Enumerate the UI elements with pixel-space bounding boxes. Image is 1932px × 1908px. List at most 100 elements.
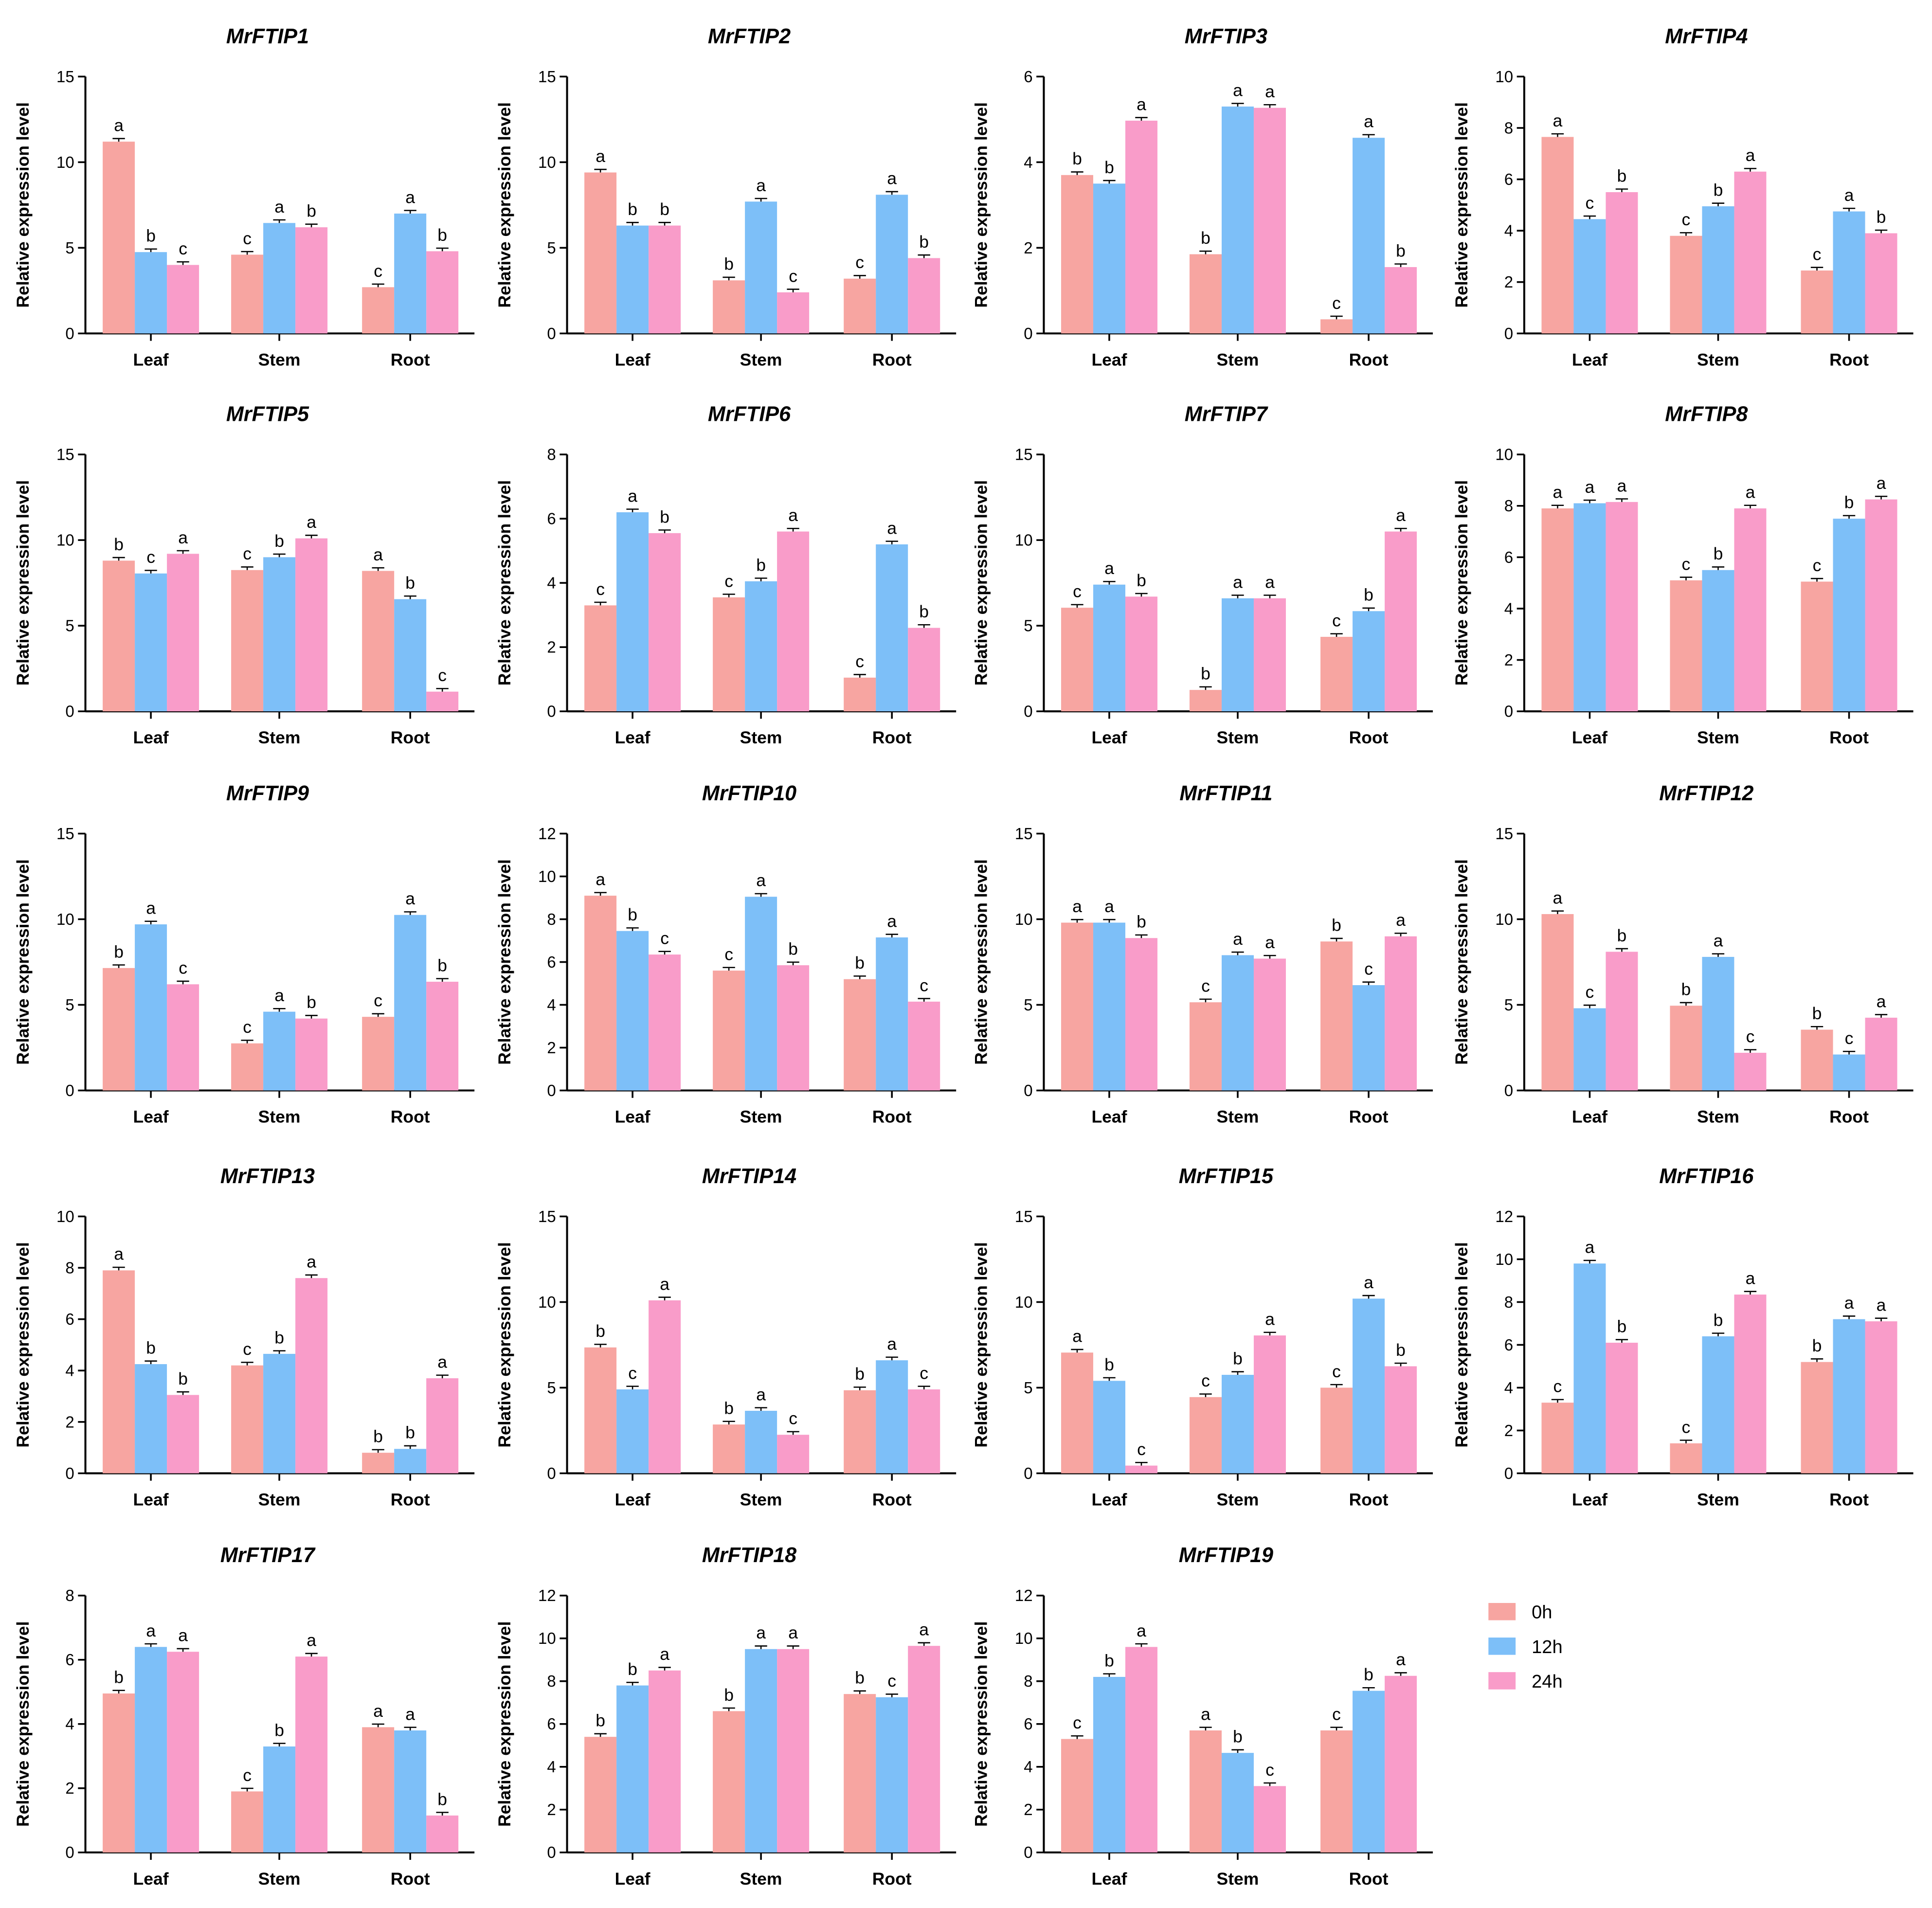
y-tick-label: 8	[65, 1586, 74, 1604]
y-tick-label: 4	[547, 574, 556, 592]
significance-letter: b	[1812, 1336, 1822, 1355]
bar-0h-Leaf	[1061, 1739, 1093, 1853]
bar-12h-Root	[394, 915, 427, 1091]
y-tick-label: 5	[547, 1379, 556, 1397]
y-tick-label: 4	[547, 996, 556, 1014]
bar-24h-Root	[1865, 233, 1897, 334]
significance-letter: a	[596, 870, 605, 889]
y-axis-label: Relative expression level	[495, 102, 514, 307]
significance-letter: b	[405, 573, 415, 593]
y-tick-label: 6	[547, 953, 556, 971]
bar-24h-Root	[1385, 531, 1417, 712]
bar-0h-Leaf	[1061, 1352, 1093, 1474]
x-tick-label: Root	[872, 728, 912, 747]
significance-letter: b	[437, 955, 447, 975]
significance-letter: b	[1681, 980, 1691, 999]
bar-12h-Stem	[1221, 1375, 1254, 1474]
chart-MrFTIP16: MrFTIP16 Relative expression level 0 2 4 6 8 10…	[1452, 1165, 1914, 1509]
bar-24h-Leaf	[167, 984, 199, 1091]
y-tick-label: 6	[1024, 1715, 1032, 1733]
y-axis-label: Relative expression level	[972, 859, 991, 1064]
chart-MrFTIP8: MrFTIP8 Relative expression level 0 2 4 6 8 10 L…	[1452, 403, 1914, 747]
chart-title: MrFTIP2	[708, 25, 791, 48]
chart-MrFTIP6: MrFTIP6 Relative expression level 0 2 4 6 8 Lea…	[495, 403, 957, 747]
bar-24h-Root	[426, 251, 459, 334]
bar-0h-Root	[362, 571, 395, 712]
y-tick-label: 6	[1024, 68, 1032, 86]
y-tick-label: 12	[1015, 1586, 1033, 1604]
y-tick-label: 2	[1024, 239, 1032, 257]
significance-letter: c	[374, 991, 382, 1010]
bar-0h-Leaf	[1061, 608, 1093, 712]
significance-letter: a	[1553, 482, 1563, 502]
significance-letter: b	[660, 199, 669, 219]
significance-letter: b	[146, 226, 156, 246]
y-tick-label: 15	[538, 68, 556, 86]
significance-letter: b	[307, 992, 316, 1012]
y-tick-label: 2	[1024, 1800, 1032, 1818]
significance-letter: a	[1201, 1704, 1210, 1724]
bar-0h-Leaf	[103, 1693, 135, 1853]
significance-letter: c	[243, 229, 252, 248]
y-tick-label: 10	[1015, 1629, 1033, 1647]
y-tick-label: 0	[1024, 1464, 1032, 1482]
significance-letter: b	[756, 555, 766, 575]
y-tick-label: 4	[65, 1715, 74, 1733]
x-tick-label: Root	[1829, 728, 1869, 747]
significance-letter: c	[243, 1765, 252, 1785]
y-tick-label: 10	[1495, 446, 1513, 464]
significance-letter: c	[1073, 1713, 1082, 1732]
significance-letter: b	[1072, 149, 1082, 168]
significance-letter: a	[1553, 111, 1563, 130]
bar-0h-Leaf	[103, 142, 135, 334]
y-tick-label: 2	[65, 1779, 74, 1797]
bar-0h-Leaf	[1541, 137, 1574, 334]
bar-0h-Root	[1801, 1362, 1833, 1474]
x-tick-label: Root	[391, 1107, 430, 1127]
bar-0h-Leaf	[584, 605, 617, 712]
bar-0h-Leaf	[103, 560, 135, 712]
chart-MrFTIP12: MrFTIP12 Relative expression level 0 5 10 15 L…	[1452, 782, 1914, 1127]
y-tick-label: 0	[1504, 702, 1513, 720]
legend-swatch-12h	[1488, 1638, 1516, 1655]
x-tick-label: Root	[1829, 350, 1869, 369]
significance-letter: c	[1073, 582, 1082, 601]
bar-24h-Root	[908, 1389, 940, 1474]
bar-12h-Leaf	[616, 512, 649, 712]
significance-letter: c	[920, 1363, 928, 1383]
y-axis-label: Relative expression level	[13, 1242, 33, 1447]
bar-12h-Stem	[263, 1353, 296, 1474]
x-tick-label: Stem	[258, 1869, 301, 1889]
y-tick-label: 0	[65, 324, 74, 342]
significance-letter: c	[374, 261, 382, 281]
bar-12h-Root	[1833, 519, 1865, 712]
bar-0h-Leaf	[584, 1347, 617, 1474]
bar-0h-Root	[1801, 270, 1833, 334]
bar-24h-Stem	[295, 227, 328, 334]
bar-24h-Leaf	[167, 554, 199, 712]
significance-letter: a	[1396, 910, 1406, 930]
significance-letter: b	[437, 1789, 447, 1809]
significance-letter: a	[1877, 473, 1886, 493]
significance-letter: c	[1586, 193, 1594, 213]
significance-letter: c	[1813, 244, 1822, 264]
y-tick-label: 10	[1015, 531, 1033, 549]
chart-title: MrFTIP12	[1659, 782, 1753, 805]
significance-letter: c	[855, 651, 864, 671]
chart-MrFTIP1: MrFTIP1 Relative expression level 0 5 10 15 Le…	[13, 25, 475, 369]
significance-letter: c	[146, 547, 155, 567]
bar-0h-Root	[1320, 637, 1353, 712]
chart-title: MrFTIP15	[1179, 1165, 1274, 1188]
x-tick-label: Root	[1829, 1490, 1869, 1509]
bar-0h-Stem	[1189, 1730, 1222, 1853]
y-tick-label: 2	[1504, 273, 1513, 291]
bar-12h-Leaf	[1093, 183, 1125, 334]
x-tick-label: Stem	[740, 1490, 782, 1509]
bar-12h-Stem	[1221, 598, 1254, 712]
y-tick-label: 8	[65, 1259, 74, 1277]
significance-letter: a	[596, 146, 605, 166]
y-tick-label: 4	[1504, 1379, 1513, 1397]
bar-0h-Leaf	[103, 968, 135, 1091]
significance-letter: c	[1137, 1440, 1146, 1459]
bar-12h-Root	[1353, 1691, 1385, 1853]
